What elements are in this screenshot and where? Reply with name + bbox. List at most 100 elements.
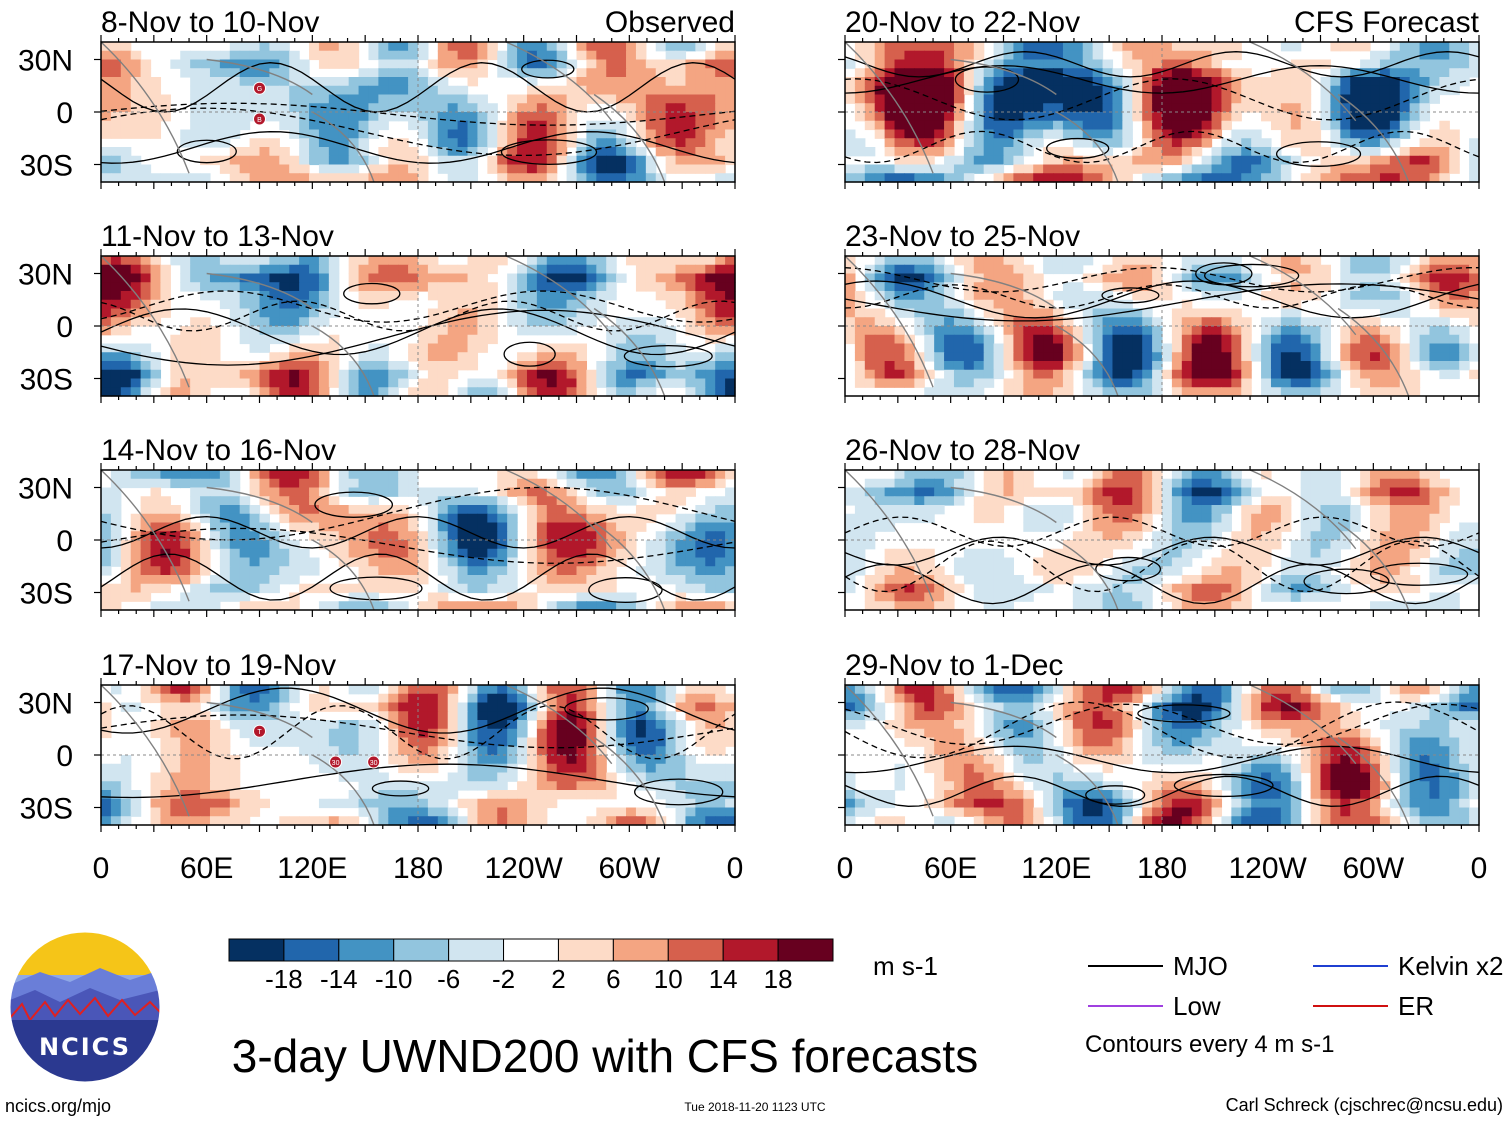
colorbar-swatch [722,938,779,962]
legend-label: ER [1398,991,1434,1021]
coastlines [100,684,666,826]
contour-legend: MJO Kelvin x2 Low ER Contours every 4 m s-1 [1085,951,1504,1058]
panel-title: 11-Nov to 13-Nov [101,220,334,253]
panel-ticks [844,463,1480,617]
panel-ticks [844,249,1480,403]
panel-ticks [100,463,736,617]
colorbar-swatch [338,938,395,962]
panel-title: 23-Nov to 25-Nov [845,220,1080,253]
panel-source-label: CFS Forecast [1294,6,1480,39]
x-tick-label: 0 [93,852,110,885]
y-tick-label: 0 [56,97,73,130]
panel-ticks [100,249,736,403]
colorbar-swatch [503,938,559,962]
panel-3: 30N 0 30S 14-Nov to 16-Nov [18,434,736,617]
storm-marker-label: 30 [370,760,378,767]
panel-7: 30N030S26-Nov to 28-Nov [838,434,1480,617]
colorbar-swatch [557,938,614,962]
y-tick-label: 30N [18,259,73,292]
colorbar-swatch [228,938,285,962]
x-tick-label: 60W [1342,852,1404,885]
panel-title: 17-Nov to 19-Nov [101,649,336,682]
colorbar-units: m s-1 [873,951,938,981]
panel-source-label: Observed [605,6,735,39]
coastlines [844,255,1410,397]
wind-anomaly-field [845,42,1480,183]
x-tick-label: 180 [1137,852,1187,885]
x-tick-label: 180 [393,852,443,885]
x-tick-label: 0 [837,852,854,885]
y-tick-label: 30S [20,150,73,183]
panel-ticks [844,678,1480,832]
x-axis-labels: 0 60E 120E 180 120W 60W 0 0 60E 120E 180 120W 60W 0 [93,852,1488,885]
coastlines [100,41,666,183]
ncics-logo [9,931,161,1083]
y-tick-label: 0 [56,740,73,773]
storm-marker: 30 [367,755,381,769]
storm-marker: T [253,724,266,738]
colorbar-level: -6 [437,964,460,994]
storm-marker: G [253,81,266,95]
x-tick-label: 60E [180,852,233,885]
timestamp: Tue 2018-11-20 1123 UTC [684,1100,826,1114]
y-tick-label: 30N [18,473,73,506]
mjo-contours [844,51,1480,167]
coastlines [844,469,1410,611]
panel-4: T 30 30 30N 0 30S 17-Nov to 19-Nov [18,649,736,832]
colorbar-level: -14 [320,964,358,994]
coastlines [844,684,1410,826]
colorbar-level: 6 [606,964,620,994]
storm-marker-label: B [257,117,262,124]
panel-8: 30N030S29-Nov to 1-Dec [838,649,1480,832]
mjo-contours [844,262,1480,322]
wind-anomaly-field [845,470,1480,611]
panel-grid: G B 30N 0 30S 8-Nov to 10-Nov Observed 30N 0 30S 1… [18,6,1480,832]
y-tick-label: 30S [20,793,73,826]
colorbar-level: 2 [551,964,565,994]
x-tick-label: 0 [1471,852,1488,885]
colorbar-level: -18 [265,964,303,994]
colorbar-level: 18 [764,964,793,994]
source-url[interactable]: ncics.org/mjo [5,1096,111,1116]
colorbar-swatch [448,938,505,962]
coastlines [844,41,1410,183]
panel-title: 26-Nov to 28-Nov [845,434,1080,467]
colorbar-level: -10 [375,964,413,994]
x-tick-label: 60E [924,852,977,885]
panel-1: G B 30N 0 30S 8-Nov to 10-Nov Observed [18,6,736,189]
y-tick-label: 30N [18,45,73,78]
panel-6: 30N030S23-Nov to 25-Nov [838,220,1480,403]
y-tick-label: 30N [18,688,73,721]
legend-label: Kelvin x2 [1398,951,1504,981]
wind-anomaly-field [101,685,736,826]
storm-marker: 30 [329,755,343,769]
storm-marker-label: 30 [332,760,340,767]
colorbar-swatch [612,938,669,962]
coastlines [100,255,666,397]
colorbar-swatch [283,938,340,962]
colorbar-level: 10 [654,964,683,994]
storm-marker: B [253,112,266,126]
x-tick-label: 60W [598,852,660,885]
panel-ticks [100,678,736,832]
colorbar-level: 14 [709,964,738,994]
storm-marker-label: G [257,86,262,93]
y-tick-label: 0 [56,311,73,344]
mjo-contours [844,701,1480,807]
panel-2: 30N 0 30S 11-Nov to 13-Nov [18,220,736,403]
panel-title: 14-Nov to 16-Nov [101,434,336,467]
coastlines [100,469,666,611]
colorbar: -18 -14 -10 -6 -2 2 6 10 14 18 m s-1 [228,938,938,994]
panel-title: 29-Nov to 1-Dec [845,649,1063,682]
legend-label: MJO [1173,951,1228,981]
colorbar-swatch [393,938,450,962]
colorbar-level: -2 [492,964,515,994]
logo-text: NCICS [39,1033,131,1061]
contour-note: Contours every 4 m s-1 [1085,1031,1334,1058]
y-tick-label: 30S [20,364,73,397]
colorbar-swatch [777,938,834,962]
panel-ticks [844,35,1480,189]
colorbar-swatch [667,938,724,962]
panel-ticks [100,35,736,189]
